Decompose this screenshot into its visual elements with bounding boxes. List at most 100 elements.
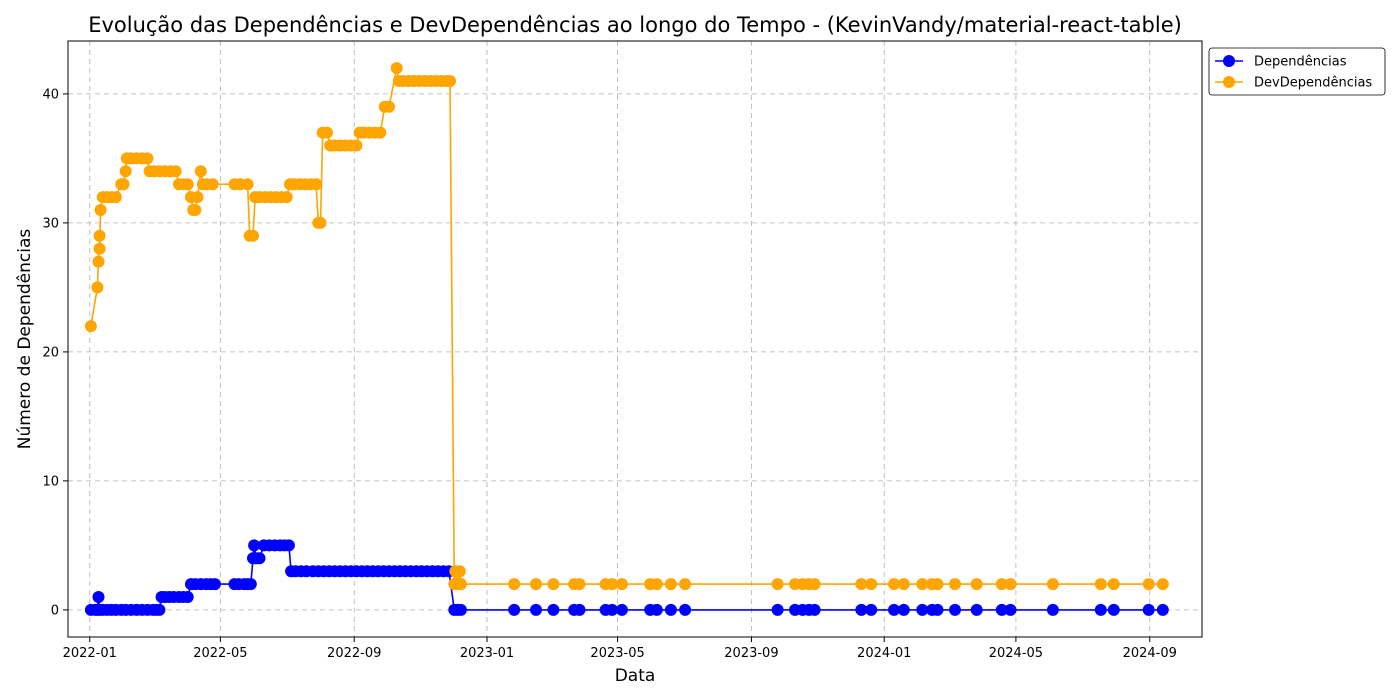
data-point	[181, 591, 194, 603]
data-point	[1094, 578, 1107, 591]
data-point	[208, 578, 221, 591]
x-tick-label: 2024-09	[1123, 646, 1177, 661]
data-point	[350, 139, 363, 152]
data-point	[1107, 578, 1120, 591]
data-point	[970, 578, 983, 591]
data-point	[390, 62, 403, 75]
x-axis-label: Data	[615, 666, 656, 686]
data-point	[931, 578, 944, 591]
data-point	[454, 603, 467, 616]
data-point	[310, 178, 323, 191]
data-point	[606, 578, 619, 591]
data-point	[530, 578, 542, 591]
legend-marker	[1223, 76, 1235, 88]
data-point	[191, 191, 204, 204]
data-point	[444, 75, 456, 87]
y-tick-label: 40	[42, 87, 59, 102]
data-point	[970, 603, 983, 616]
data-point	[888, 603, 900, 616]
series-devdependencias	[84, 62, 1169, 591]
data-point	[383, 100, 395, 113]
data-point	[1094, 603, 1107, 616]
data-point	[321, 126, 333, 139]
data-point	[1156, 578, 1169, 591]
data-point	[244, 578, 257, 591]
data-point	[169, 165, 182, 178]
data-point	[253, 552, 266, 565]
data-point	[93, 242, 106, 255]
chart-title: Evolução das Dependências e DevDependênc…	[88, 13, 1182, 37]
x-tick-label: 2022-01	[63, 646, 117, 661]
data-point	[1142, 603, 1155, 616]
data-point	[888, 578, 900, 591]
y-tick-label: 10	[42, 474, 59, 489]
data-point	[119, 165, 132, 178]
data-point	[865, 603, 878, 616]
data-point	[606, 603, 619, 616]
data-point	[453, 565, 466, 578]
data-point	[153, 603, 166, 616]
data-point	[855, 603, 868, 616]
data-point	[679, 578, 692, 591]
data-point	[508, 603, 521, 616]
data-point	[206, 178, 219, 191]
series-layer	[84, 62, 1169, 616]
series-dependencias	[84, 539, 1169, 616]
data-point	[248, 539, 261, 552]
data-point	[84, 320, 97, 333]
data-point	[664, 603, 677, 616]
x-tick-label: 2023-09	[724, 646, 778, 661]
data-point	[508, 578, 521, 591]
data-point	[995, 603, 1008, 616]
data-point	[92, 591, 105, 603]
data-point	[374, 126, 387, 139]
y-axis-label: Número de Dependências	[15, 229, 35, 450]
data-point	[314, 216, 327, 229]
data-point	[949, 603, 961, 616]
data-point	[916, 578, 929, 591]
data-point	[454, 578, 467, 591]
y-tick-label: 0	[51, 603, 59, 618]
data-point	[181, 178, 194, 191]
data-point	[897, 578, 910, 591]
data-point	[995, 578, 1008, 591]
data-point	[664, 578, 677, 591]
legend: Dependências DevDependências	[1208, 47, 1386, 96]
data-point	[194, 165, 207, 178]
data-point	[547, 578, 560, 591]
data-point	[573, 578, 586, 591]
x-tick-label: 2024-05	[989, 646, 1043, 661]
y-axis-ticks: 0 10 20 30 40	[42, 87, 68, 618]
data-point	[679, 603, 692, 616]
y-tick-label: 30	[42, 216, 59, 231]
x-axis-ticks: 2022-01 2022-05 2022-09 2023-01 2023-05 2023-…	[63, 637, 1177, 661]
legend-marker	[1223, 55, 1235, 67]
x-tick-label: 2022-05	[193, 646, 247, 661]
data-point	[771, 603, 784, 616]
data-point	[650, 578, 663, 591]
data-point	[931, 603, 944, 616]
data-point	[855, 578, 868, 591]
data-point	[865, 578, 878, 591]
data-point	[117, 178, 130, 191]
data-point	[1046, 578, 1059, 591]
data-point	[949, 578, 961, 591]
data-point	[897, 603, 910, 616]
data-point	[808, 578, 821, 591]
data-point	[530, 603, 542, 616]
data-point	[241, 178, 254, 191]
data-point	[615, 603, 628, 616]
data-point	[94, 204, 107, 216]
data-point	[1046, 603, 1059, 616]
data-point	[1004, 578, 1017, 591]
data-point	[189, 204, 202, 216]
data-point	[916, 603, 929, 616]
data-point	[547, 603, 560, 616]
data-point	[808, 603, 821, 616]
data-point	[247, 229, 259, 242]
data-point	[1142, 578, 1155, 591]
plot-area-frame	[67, 40, 1203, 638]
data-point	[1107, 603, 1120, 616]
data-point	[1156, 603, 1169, 616]
